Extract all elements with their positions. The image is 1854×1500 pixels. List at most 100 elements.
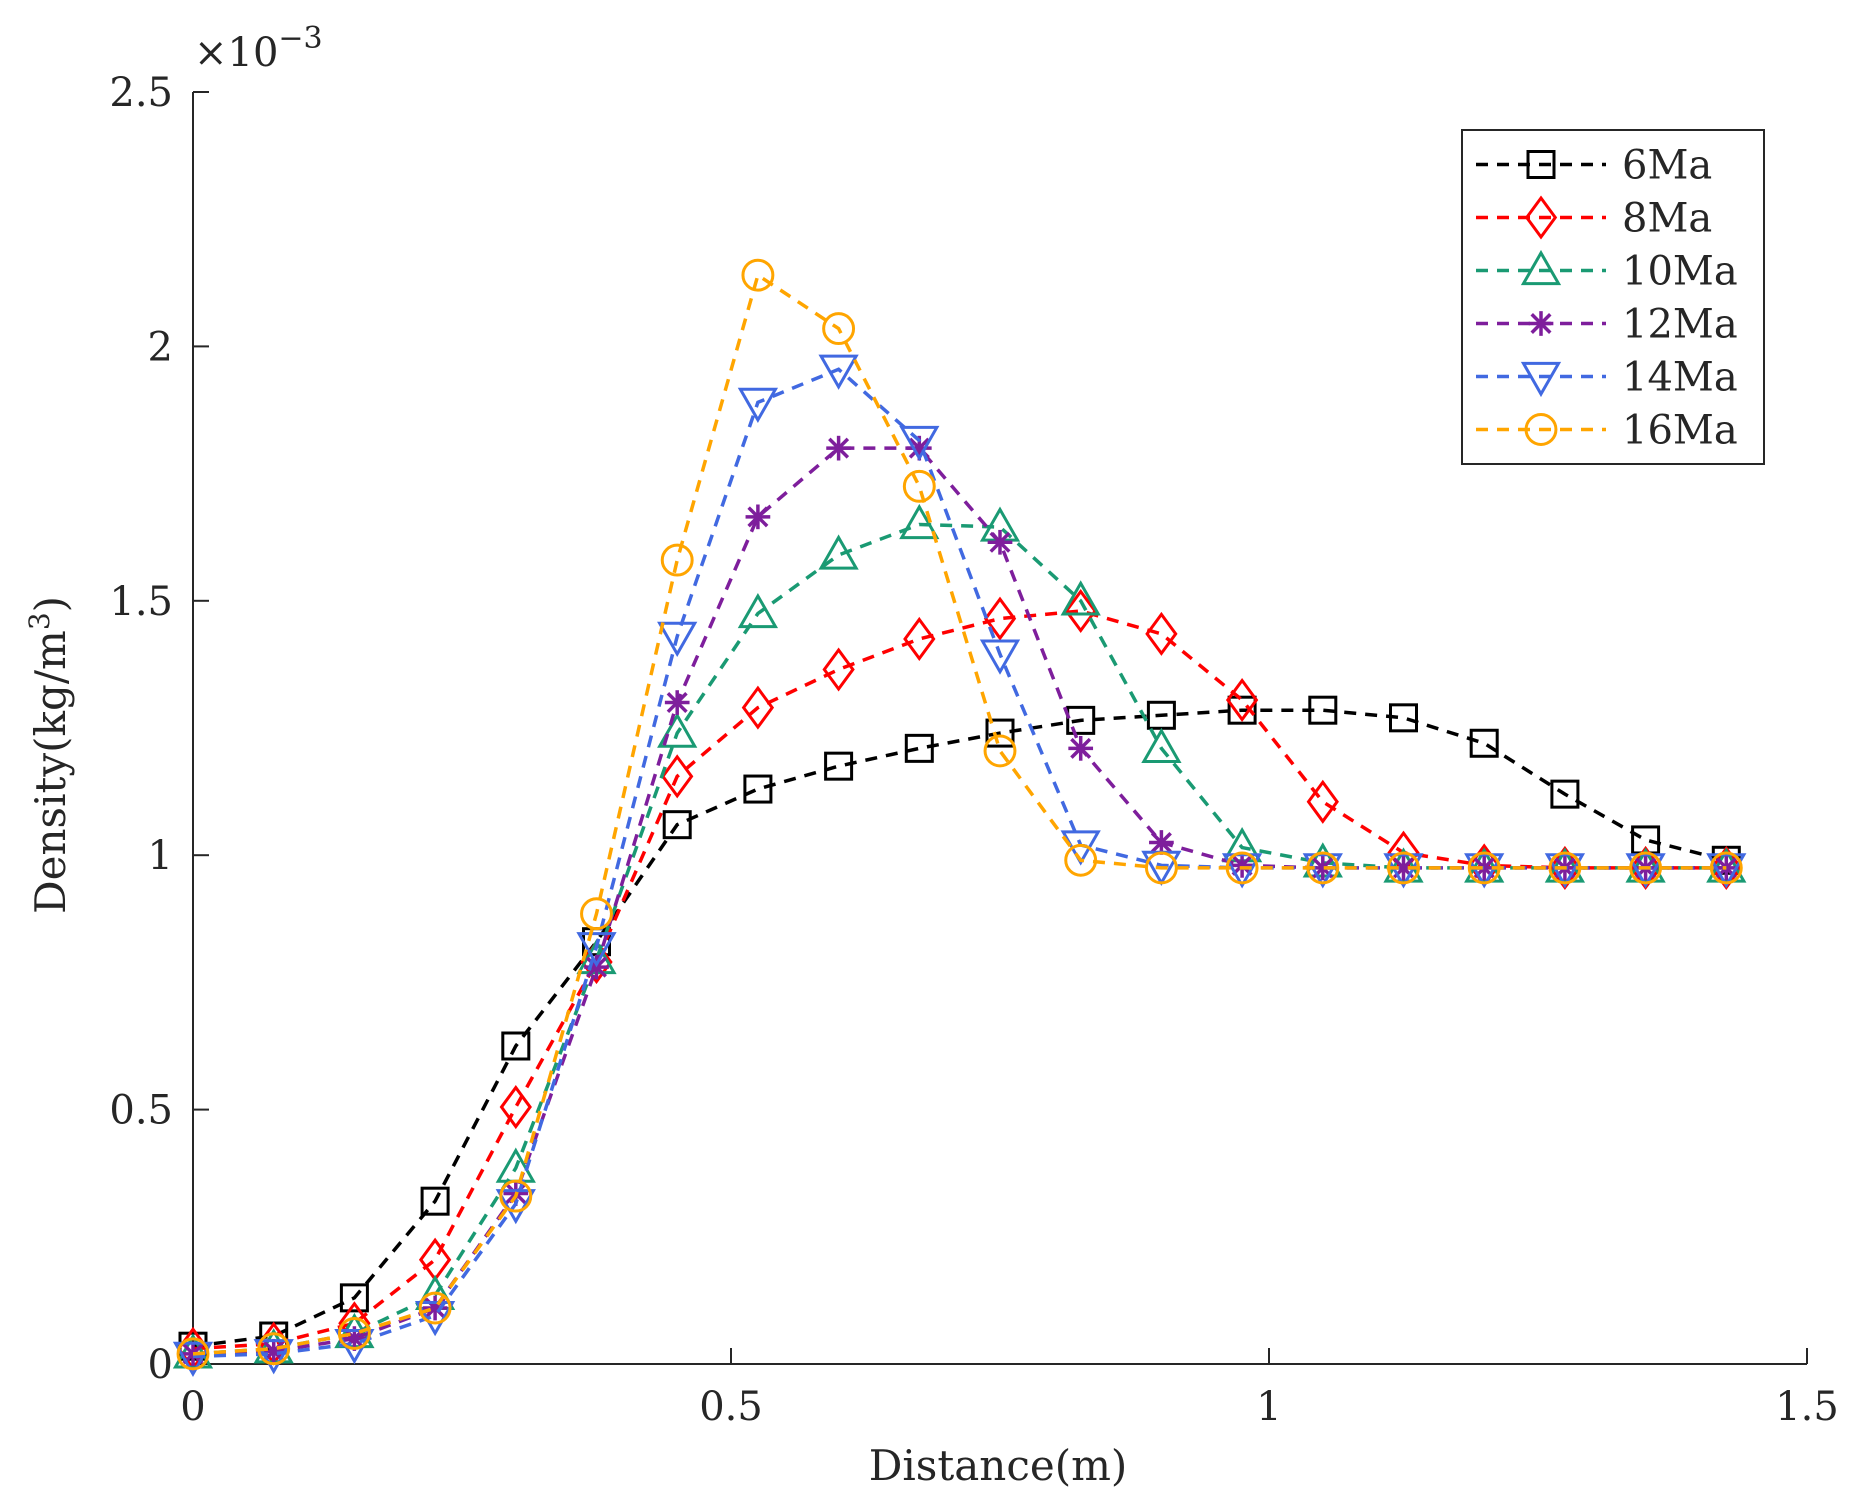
data-point-diamond [418, 1237, 452, 1282]
data-point-triangle-down [495, 1189, 536, 1225]
data-point-circle [741, 258, 775, 292]
data-point-square [985, 718, 1015, 748]
data-point-circle [176, 1337, 210, 1371]
data-point-triangle-down [899, 425, 940, 462]
y-axis-label-suffix: ) [26, 596, 75, 612]
y-tick-label: 2.5 [109, 70, 173, 116]
data-point-triangle-down [1302, 853, 1343, 889]
series-line [192, 708, 1727, 1348]
data-point-diamond [822, 647, 855, 692]
data-point-triangle-down [1625, 853, 1666, 889]
y-axis-exponent-power: −3 [278, 21, 322, 56]
data-point-triangle-down [818, 354, 859, 390]
x-tick-label: 0.5 [699, 1384, 763, 1430]
legend-label: 16Ma [1622, 408, 1738, 454]
data-point-asterisk [1149, 830, 1174, 855]
data-point-square [501, 1031, 531, 1061]
legend-item: 12Ma [1476, 302, 1738, 348]
data-point-diamond [661, 754, 694, 799]
data-point-diamond [1524, 195, 1558, 240]
data-point-triangle-down [737, 387, 779, 423]
data-point-triangle-down [1544, 853, 1586, 889]
data-point-triangle-up [1706, 847, 1747, 883]
data-point-triangle-down [1383, 853, 1424, 889]
data-point-circle [822, 312, 856, 346]
series-8Ma [176, 588, 1743, 1371]
series-line [192, 609, 1727, 1351]
data-point-diamond [1064, 588, 1097, 634]
data-point-triangle-down [1221, 853, 1263, 889]
y-tick-label: 0.5 [109, 1088, 173, 1134]
data-point-triangle-down [1706, 853, 1747, 889]
legend-label: 14Ma [1622, 355, 1738, 401]
data-point-asterisk [1068, 736, 1094, 761]
data-point-diamond [580, 940, 613, 985]
data-point-circle [1225, 851, 1259, 885]
series-16Ma [176, 258, 1743, 1371]
data-point-triangle-up [657, 712, 698, 748]
y-tick-label: 1.5 [109, 579, 173, 625]
data-point-triangle-down [979, 639, 1021, 675]
data-point-diamond [1145, 611, 1178, 656]
data-point-circle [1387, 851, 1420, 885]
data-point-diamond [741, 685, 775, 730]
legend-box [1461, 129, 1765, 465]
y-tick-label: 2 [148, 324, 173, 370]
data-point-circle [660, 543, 694, 577]
x-tick-label: 0 [180, 1384, 205, 1430]
data-point-square [420, 1186, 450, 1216]
data-point-triangle-down [1520, 361, 1562, 398]
y-tick-label: 0 [148, 1342, 173, 1388]
legend-label: 10Ma [1622, 249, 1738, 295]
data-point-circle [1548, 851, 1582, 885]
x-tick-label: 1 [1256, 1384, 1281, 1430]
data-point-circle [1144, 851, 1178, 885]
data-point-diamond [1306, 779, 1339, 824]
data-point-asterisk [745, 504, 771, 530]
data-point-triangle-down [172, 1341, 214, 1377]
data-point-square [1550, 779, 1580, 809]
data-point-circle [1524, 413, 1558, 446]
data-point-square [1227, 695, 1257, 725]
legend-item: 14Ma [1476, 355, 1738, 401]
data-point-circle [983, 734, 1017, 768]
data-point-triangle-up [737, 592, 779, 629]
data-point-diamond [499, 1085, 532, 1130]
data-point-circle [1709, 851, 1743, 885]
data-point-square [743, 774, 773, 804]
legend-item: 8Ma [1476, 195, 1712, 242]
data-point-circle [902, 469, 936, 503]
data-point-circle [1629, 851, 1663, 885]
data-point-asterisk [987, 529, 1013, 555]
series-line [192, 522, 1727, 1356]
series-14Ma [172, 354, 1747, 1377]
data-point-square [1389, 703, 1418, 733]
data-point-asterisk [1528, 311, 1554, 336]
y-axis-label-main: Density(kg/m [26, 630, 75, 914]
data-point-circle [1467, 851, 1501, 885]
data-point-square [339, 1283, 369, 1313]
data-point-triangle-down [657, 621, 698, 657]
legend-label: 12Ma [1622, 302, 1738, 348]
data-point-circle [1306, 851, 1340, 885]
data-point-square [904, 733, 934, 763]
plot-series [172, 258, 1747, 1377]
y-tick-label: 1 [148, 833, 173, 879]
legend-label: 8Ma [1622, 196, 1712, 242]
series-line [192, 272, 1727, 1356]
x-tick-label: 1.5 [1775, 1384, 1839, 1430]
data-point-triangle-down [576, 932, 617, 968]
data-point-triangle-up [818, 534, 859, 570]
data-point-diamond [983, 596, 1017, 641]
data-point-square [662, 810, 692, 840]
data-point-triangle-down [414, 1301, 456, 1337]
x-axis-label: Distance(m) [869, 1441, 1128, 1490]
data-point-circle [1064, 843, 1098, 877]
data-point-triangle-up [899, 503, 940, 540]
data-point-diamond [903, 616, 936, 661]
data-point-triangle-down [253, 1339, 294, 1375]
data-point-circle [580, 897, 613, 931]
data-point-circle [499, 1179, 533, 1213]
data-point-circle [257, 1332, 291, 1366]
